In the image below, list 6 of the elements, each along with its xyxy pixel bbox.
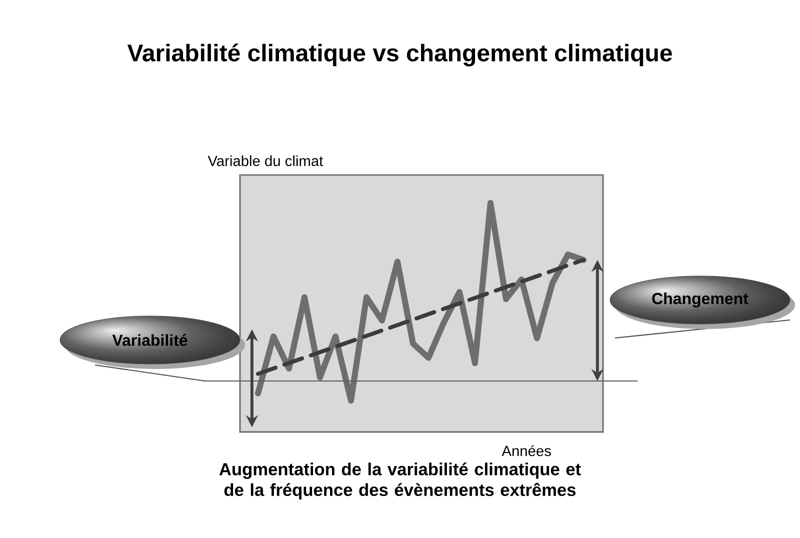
text: Variabilité xyxy=(112,334,188,346)
x-axis-title: Années xyxy=(502,445,551,456)
y-axis-title: Variable du climat xyxy=(208,155,324,166)
text: Changement xyxy=(652,292,748,308)
chart-title: Variabilité climatique vs changement climatique xyxy=(127,44,672,66)
text: Augmentation de la variabilité climatique et de la fréquence des évènements extrêmes xyxy=(219,462,581,500)
